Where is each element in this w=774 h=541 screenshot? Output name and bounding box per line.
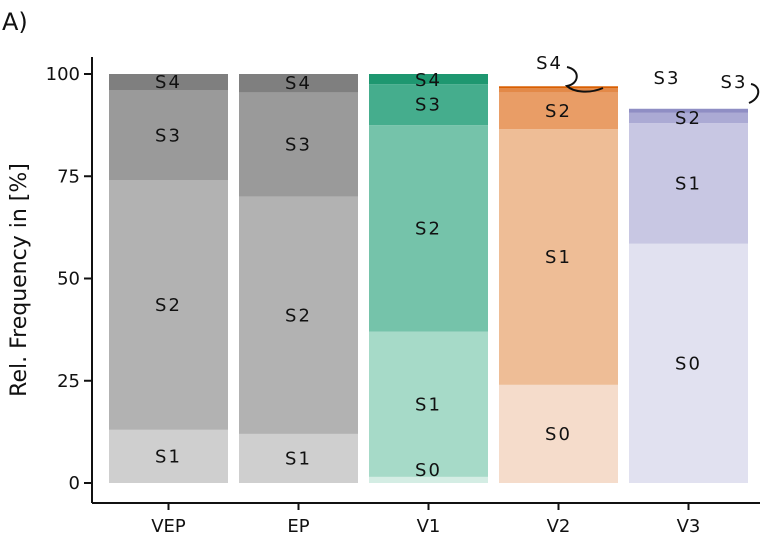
segment-label: S0	[415, 460, 442, 481]
bar-segment	[499, 88, 618, 93]
bar-segment	[499, 384, 618, 483]
bar-segment	[629, 243, 748, 483]
bar-segment	[629, 108, 748, 113]
bar-segment	[369, 125, 488, 332]
bar-segment	[629, 112, 748, 124]
y-tick-label: 0	[69, 473, 80, 494]
bar-segment	[499, 86, 618, 89]
panel-label: A)	[2, 8, 28, 36]
segment-label: S2	[285, 305, 312, 326]
x-tick-label: V2	[547, 516, 571, 537]
bar-segment	[109, 429, 228, 483]
segment-label: S4	[155, 72, 182, 93]
y-tick-label: 25	[57, 371, 80, 392]
leader-curl	[564, 66, 604, 93]
segment-label: S2	[155, 295, 182, 316]
x-tick-label: VEP	[151, 516, 186, 537]
bar-segment	[109, 74, 228, 91]
segment-label: S2	[415, 218, 442, 239]
bar-segment	[239, 74, 358, 93]
segment-label: S4	[415, 70, 442, 91]
segment-label: S1	[155, 446, 182, 467]
y-axis-title: Rel. Frequency in [%]	[7, 163, 32, 397]
leader-curl	[748, 83, 760, 104]
segment-label: S1	[675, 173, 702, 194]
segment-label: S0	[545, 424, 572, 445]
segment-label: S3	[415, 95, 442, 116]
segment-label: S4	[536, 53, 563, 74]
bar-segment	[239, 196, 358, 434]
bar-segment	[239, 433, 358, 483]
y-tick-label: 50	[57, 269, 80, 290]
x-tick-label: V1	[417, 516, 441, 537]
y-tick-label: 100	[46, 64, 80, 85]
segment-label: S0	[675, 353, 702, 374]
x-tick-label: V3	[677, 516, 701, 537]
y-tick-label: 75	[57, 166, 80, 187]
bar-segment	[499, 129, 618, 385]
bar-segment	[369, 476, 488, 483]
bar-segment	[499, 92, 618, 130]
plot-area: 0 25 50 75 100 S1 S2 S3 S4 VEP S1 S2 S3 S4 EP S0 S1 S2 S3 S…	[46, 53, 760, 537]
segment-label: S3	[654, 68, 681, 89]
segment-label: S1	[545, 247, 572, 268]
bar-segment	[369, 74, 488, 85]
bar-segment	[239, 92, 358, 197]
bar-segment	[109, 90, 228, 181]
segment-label: S2	[545, 101, 572, 122]
bar-segment	[109, 180, 228, 430]
segment-label: S3	[155, 125, 182, 146]
segment-label: S3	[285, 135, 312, 156]
segment-label: S4	[285, 73, 312, 94]
x-tick-label: EP	[287, 516, 309, 537]
segment-label: S1	[415, 394, 442, 415]
bar-segment	[369, 331, 488, 477]
bar-segment	[629, 123, 748, 244]
segment-label: S2	[675, 108, 702, 129]
bar-segment	[369, 84, 488, 126]
segment-label: S1	[285, 448, 312, 469]
segment-label: S3	[721, 72, 748, 93]
